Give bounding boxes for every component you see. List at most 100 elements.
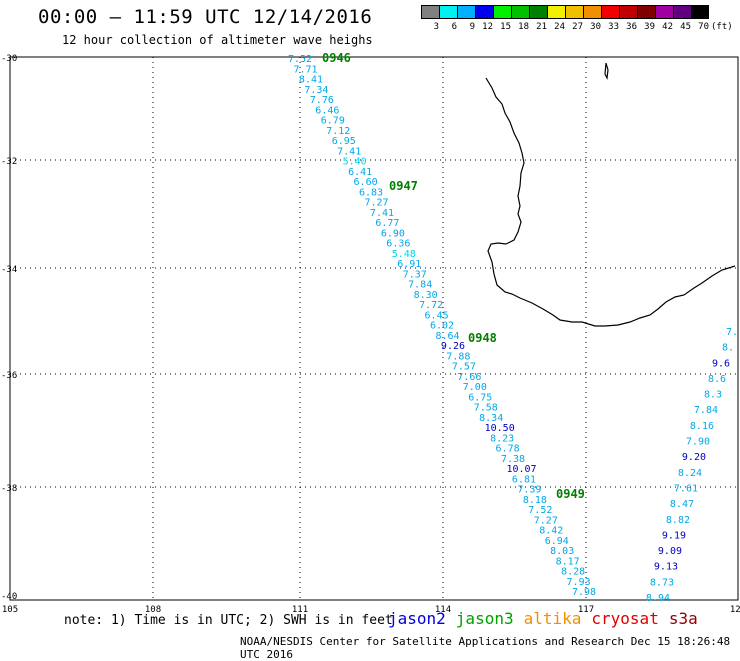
swh-value-right: 8.6 <box>708 374 726 385</box>
swh-value: 6.95 <box>332 136 356 147</box>
legend-swatch <box>457 5 475 19</box>
swh-value: 8.34 <box>479 413 503 424</box>
swh-value-right: 7.84 <box>694 405 718 416</box>
swh-value-right: 8.73 <box>650 577 674 588</box>
legend-swatch <box>583 5 601 19</box>
swh-value-right: 9.6 <box>712 358 730 369</box>
swh-value: 8.23 <box>490 433 514 444</box>
swh-value-right: 9.20 <box>682 452 706 463</box>
swh-value: 7.37 <box>403 269 427 280</box>
legend-swatch <box>421 5 439 19</box>
swh-value: 6.83 <box>359 187 383 198</box>
axis-labels: -30 -32 -34 -36 -38 -40 105 108 111 114 117 120 <box>1 54 740 615</box>
legend-swatch <box>655 5 673 19</box>
swh-value: 8.41 <box>299 75 323 86</box>
track-main: 7.527.718.417.347.766.466.797.126.957.41… <box>288 54 596 598</box>
lon-label: 117 <box>578 605 594 615</box>
swh-value-right: 9.09 <box>658 546 682 557</box>
swh-value-right: 8. <box>722 343 734 354</box>
swh-value: 6.91 <box>397 259 421 270</box>
legend-label: 6 <box>451 22 457 32</box>
legend-swatch <box>439 5 457 19</box>
swh-value: 7.98 <box>572 587 596 598</box>
legend-swatch <box>673 5 691 19</box>
color-legend <box>421 5 709 19</box>
legend-label: 3 <box>433 22 439 32</box>
swh-value: 7.84 <box>408 280 432 291</box>
swh-value: 6.45 <box>425 310 449 321</box>
swh-value: 6.77 <box>375 218 399 229</box>
swh-value: 8.42 <box>539 526 563 537</box>
legend-labels: 3 6 9 12 15 18 21 24 27 30 33 36 39 42 45 70 (ft) <box>421 22 733 32</box>
swh-value-right: 9.13 <box>654 562 678 573</box>
legend-swatch <box>601 5 619 19</box>
swh-value: 9.26 <box>441 341 465 352</box>
lat-label: -30 <box>1 54 17 64</box>
satellite-jason3: jason3 <box>455 609 514 628</box>
swh-value: 5.48 <box>392 249 416 260</box>
legend-label: 70 <box>698 22 709 32</box>
lat-label: -36 <box>1 371 17 381</box>
swh-value: 7.76 <box>310 95 334 106</box>
legend-label: 36 <box>626 22 637 32</box>
swh-value: 7.66 <box>457 372 481 383</box>
swh-value: 5.40 <box>343 157 367 168</box>
swh-value: 8.03 <box>550 546 574 557</box>
swh-value-right: 7. <box>726 327 738 338</box>
swh-value: 8.28 <box>561 567 585 578</box>
swh-value: 7.38 <box>501 454 525 465</box>
swh-value: 8.17 <box>556 556 580 567</box>
swh-value: 6.46 <box>315 105 339 116</box>
lat-label: -34 <box>1 265 17 275</box>
time-label: 0946 <box>322 51 351 65</box>
legend-swatch <box>547 5 565 19</box>
swh-value: 10.50 <box>485 423 515 434</box>
swh-value: 7.52 <box>288 54 312 65</box>
swh-value: 6.94 <box>545 536 569 547</box>
swh-value: 10.07 <box>506 464 536 475</box>
swh-value-right: 8.47 <box>670 499 694 510</box>
swh-value: 7.58 <box>474 403 498 414</box>
legend-label: 42 <box>662 22 673 32</box>
swh-value-right: 9.19 <box>662 530 686 541</box>
swh-value: 7.72 <box>419 300 443 311</box>
legend-swatch <box>493 5 511 19</box>
legend-label: 39 <box>644 22 655 32</box>
swh-value: 7.12 <box>326 126 350 137</box>
satellite-jason2: jason2 <box>388 609 446 628</box>
swh-value-right: 8.94 <box>646 593 670 604</box>
lat-label: -32 <box>1 157 17 167</box>
lon-label: 120 <box>730 605 740 615</box>
swh-value: 7.39 <box>517 485 541 496</box>
swh-value: 7.52 <box>528 505 552 516</box>
swh-value: 6.41 <box>348 167 372 178</box>
legend-label: 18 <box>518 22 529 32</box>
legend-label: 27 <box>572 22 583 32</box>
swh-value: 7.00 <box>463 382 487 393</box>
time-label: 0947 <box>389 179 418 193</box>
swh-value: 7.88 <box>446 351 470 362</box>
legend-unit: (ft) <box>711 22 733 32</box>
legend-label: 45 <box>680 22 691 32</box>
legend-swatch <box>529 5 547 19</box>
swh-value: 7.41 <box>337 146 361 157</box>
lon-label: 111 <box>292 605 308 615</box>
time-labels: 0946 0947 0948 0949 <box>322 51 585 501</box>
swh-value: 6.78 <box>496 444 520 455</box>
lon-label: 114 <box>435 605 451 615</box>
legend-label: 9 <box>469 22 475 32</box>
legend-label: 33 <box>608 22 619 32</box>
footer-note: note: 1) Time is in UTC; 2) SWH is in fe… <box>64 613 393 628</box>
swh-value: 7.27 <box>364 198 388 209</box>
swh-value-right: 8.16 <box>690 421 714 432</box>
track-right: 7. 8. 9.6 8.6 8.3 7.84 8.16 7.90 9.20 8.24 7.61 8.4… <box>646 327 738 604</box>
swh-value: 8.64 <box>435 331 459 342</box>
legend-label: 24 <box>554 22 565 32</box>
lon-label: 105 <box>2 605 18 615</box>
swh-value: 6.90 <box>381 228 405 239</box>
swh-value-right: 8.3 <box>704 390 722 401</box>
swh-value: 6.79 <box>321 116 345 127</box>
swh-value: 6.02 <box>430 321 454 332</box>
time-label: 0949 <box>556 487 585 501</box>
